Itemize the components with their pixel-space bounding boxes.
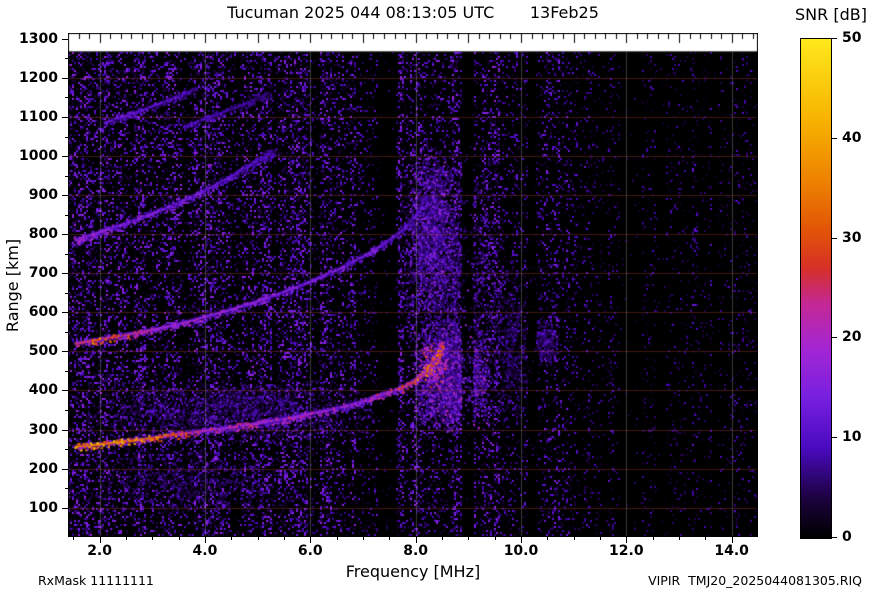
x-minor-tick-mark — [231, 537, 233, 540]
x-minor-tick-mark — [73, 537, 75, 540]
x-minor-tick-mark — [573, 537, 575, 540]
x-minor-tick-mark — [389, 537, 391, 540]
y-tick-mark — [62, 195, 68, 197]
y-tick-label: 100 — [28, 499, 58, 516]
x-minor-tick-mark — [705, 537, 707, 540]
y-minor-tick-mark — [65, 214, 68, 216]
y-tick-mark — [62, 117, 68, 118]
x-axis-label: Frequency [MHz] — [345, 562, 481, 581]
colorbar-tick-label: 20 — [842, 329, 862, 346]
y-tick-mark — [62, 234, 68, 236]
x-minor-tick-mark — [283, 537, 285, 540]
y-tick-label: 1300 — [19, 30, 58, 47]
x-minor-tick-mark — [468, 537, 470, 540]
colorbar-tick-mark — [832, 137, 837, 139]
x-tick-mark — [415, 537, 417, 543]
colorbar-tick-mark — [832, 237, 837, 239]
x-minor-tick-mark — [152, 537, 154, 540]
y-tick-mark — [62, 312, 68, 314]
y-minor-tick-mark — [65, 370, 68, 372]
y-tick-label: 1200 — [19, 69, 58, 86]
colorbar-title: SNR [dB] — [795, 5, 867, 24]
x-tick-mark — [626, 537, 628, 543]
x-minor-tick-mark — [441, 537, 443, 540]
rxmask-label: RxMask 11111111 — [38, 573, 154, 588]
x-minor-tick-mark — [336, 537, 338, 540]
x-tick-label: 4.0 — [192, 543, 218, 559]
x-minor-tick-mark — [125, 537, 127, 540]
y-minor-tick-mark — [65, 292, 68, 294]
y-minor-tick-mark — [65, 58, 68, 60]
colorbar-tick-label: 10 — [842, 429, 862, 446]
y-tick-label: 400 — [28, 382, 58, 399]
ionogram-heatmap-canvas — [68, 33, 758, 537]
y-minor-tick-mark — [65, 175, 68, 177]
x-minor-tick-mark — [257, 537, 259, 540]
colorbar-tick-mark — [832, 337, 837, 339]
x-tick-label: 10.0 — [503, 543, 539, 559]
colorbar-tick-label: 30 — [842, 229, 862, 246]
x-tick-mark — [99, 537, 101, 543]
x-tick-label: 14.0 — [714, 543, 749, 559]
y-tick-mark — [62, 156, 68, 158]
x-minor-tick-mark — [678, 537, 680, 540]
x-tick-label: 12.0 — [609, 543, 644, 559]
colorbar-tick-label: 50 — [842, 30, 862, 46]
y-tick-label: 900 — [28, 187, 58, 204]
y-minor-tick-mark — [65, 97, 68, 99]
chart-title: Tucuman 2025 044 08:13:05 UTC 13Feb25 — [227, 3, 599, 22]
x-tick-mark — [204, 537, 206, 543]
x-tick-label: 6.0 — [297, 543, 323, 559]
y-tick-label: 600 — [28, 304, 58, 321]
y-minor-tick-mark — [65, 410, 68, 412]
y-tick-mark — [62, 351, 68, 353]
y-tick-mark — [62, 390, 68, 392]
y-tick-label: 1000 — [19, 148, 58, 165]
x-minor-tick-mark — [547, 537, 549, 540]
x-minor-tick-mark — [599, 537, 601, 540]
y-minor-tick-mark — [65, 253, 68, 255]
y-tick-label: 1100 — [19, 109, 58, 125]
y-tick-mark — [62, 507, 68, 509]
x-minor-tick-mark — [652, 537, 654, 540]
y-tick-mark — [62, 38, 68, 40]
colorbar-gradient — [800, 38, 832, 539]
x-tick-label: 8.0 — [403, 543, 429, 559]
y-tick-mark — [62, 77, 68, 79]
x-minor-tick-mark — [494, 537, 496, 540]
colorbar-tick-label: 0 — [842, 529, 852, 545]
y-tick-label: 500 — [28, 343, 58, 360]
y-tick-mark — [62, 429, 68, 431]
x-minor-tick-mark — [178, 537, 180, 540]
y-tick-label: 300 — [28, 421, 58, 438]
y-minor-tick-mark — [65, 331, 68, 333]
colorbar-tick-mark — [832, 437, 837, 439]
x-tick-mark — [310, 537, 312, 543]
colorbar-tick-mark — [832, 38, 837, 39]
colorbar-tick-label: 40 — [842, 129, 862, 146]
y-tick-label: 700 — [28, 265, 58, 282]
y-tick-label: 200 — [28, 460, 58, 477]
file-reference-label: VIPIR TMJ20_2025044081305.RIQ — [648, 573, 862, 588]
colorbar-tick-mark — [832, 537, 837, 538]
y-minor-tick-mark — [65, 488, 68, 490]
y-minor-tick-mark — [65, 449, 68, 451]
x-tick-mark — [731, 537, 733, 543]
y-tick-mark — [62, 468, 68, 470]
x-minor-tick-mark — [362, 537, 364, 540]
x-tick-mark — [520, 537, 522, 543]
y-tick-label: 800 — [28, 226, 58, 243]
y-minor-tick-mark — [65, 136, 68, 138]
y-tick-mark — [62, 273, 68, 275]
x-tick-label: 2.0 — [87, 543, 112, 559]
